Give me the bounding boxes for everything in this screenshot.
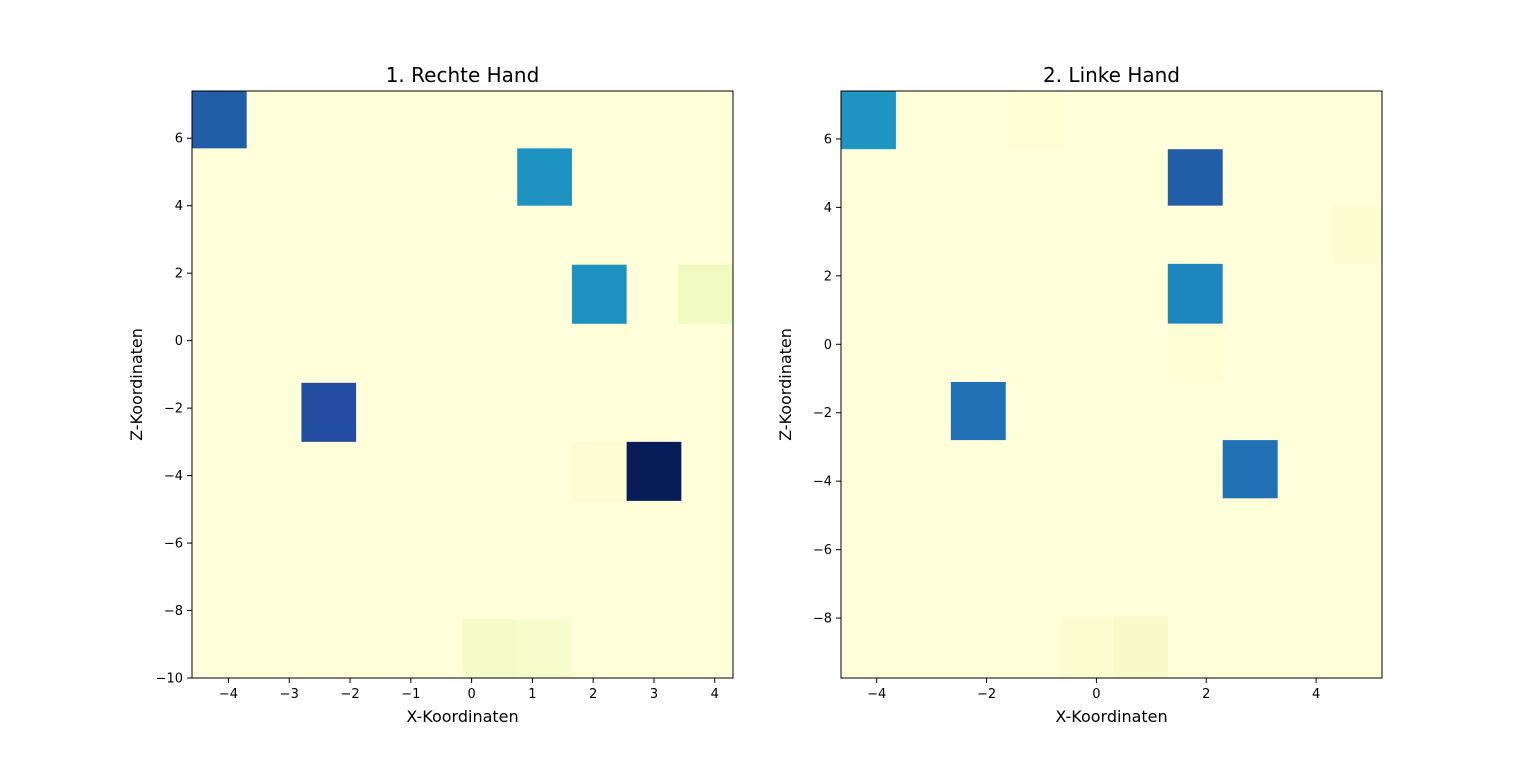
heatmap-cell bbox=[517, 618, 572, 678]
y-axis-label: Z-Koordinaten bbox=[127, 328, 146, 441]
y-tick-label: 6 bbox=[824, 132, 832, 147]
x-tick-label: 3 bbox=[650, 687, 658, 702]
x-tick-label: 4 bbox=[1312, 687, 1320, 702]
x-tick-label: −4 bbox=[867, 687, 886, 702]
heatmap-cell bbox=[1112, 616, 1168, 678]
y-tick-label: −2 bbox=[164, 402, 183, 417]
y-tick-label: 6 bbox=[175, 132, 183, 147]
heatmap-cell bbox=[626, 441, 682, 501]
x-tick-label: −2 bbox=[340, 687, 359, 702]
x-tick-label: 2 bbox=[589, 687, 597, 702]
y-tick-label: −6 bbox=[813, 543, 832, 558]
y-tick-label: −4 bbox=[813, 475, 832, 490]
heatmap-cell bbox=[301, 382, 357, 442]
heatmap-background bbox=[192, 91, 733, 678]
x-tick-label: −3 bbox=[280, 687, 299, 702]
x-tick-label: 1 bbox=[528, 687, 536, 702]
plot-frame bbox=[191, 90, 734, 679]
heatmap-cell bbox=[678, 264, 733, 324]
x-axis-label: X-Koordinaten bbox=[406, 707, 518, 726]
heatmap-cell bbox=[192, 91, 247, 149]
y-tick-label: 4 bbox=[824, 201, 832, 216]
heatmap-cell bbox=[1008, 91, 1064, 150]
y-tick-label: −8 bbox=[164, 604, 183, 619]
heatmap-cell bbox=[517, 148, 572, 206]
x-tick-label: −4 bbox=[219, 687, 238, 702]
heatmap-cell bbox=[1167, 149, 1223, 206]
heatmap-cell bbox=[571, 264, 627, 324]
x-tick-label: 2 bbox=[1202, 687, 1210, 702]
plot-frame bbox=[840, 90, 1383, 679]
heatmap-cell bbox=[571, 441, 627, 501]
heatmap-cell bbox=[1060, 616, 1113, 678]
heatmap-cell bbox=[462, 618, 518, 678]
chart-title: 2. Linke Hand bbox=[1043, 63, 1180, 87]
y-tick-label: 0 bbox=[175, 334, 183, 349]
y-tick-label: −10 bbox=[156, 672, 183, 687]
y-tick-label: 0 bbox=[824, 338, 832, 353]
x-tick-label: −2 bbox=[977, 687, 996, 702]
x-tick-label: 4 bbox=[711, 687, 719, 702]
heatmap-cell bbox=[1167, 263, 1223, 324]
y-tick-label: −8 bbox=[813, 612, 832, 627]
y-tick-label: 2 bbox=[824, 269, 832, 284]
y-tick-label: −2 bbox=[813, 406, 832, 421]
y-tick-label: 2 bbox=[175, 267, 183, 282]
heatmap-cell bbox=[841, 91, 896, 150]
heatmap-background bbox=[841, 91, 1382, 678]
y-tick-label: −6 bbox=[164, 537, 183, 552]
x-tick-label: 0 bbox=[1092, 687, 1100, 702]
x-tick-label: 0 bbox=[467, 687, 475, 702]
y-tick-label: −4 bbox=[164, 469, 183, 484]
x-tick-label: −1 bbox=[401, 687, 420, 702]
x-axis-label: X-Koordinaten bbox=[1055, 707, 1167, 726]
chart-title: 1. Rechte Hand bbox=[386, 63, 540, 87]
heatmap-cell bbox=[1222, 440, 1278, 499]
chart-panel-2: −4 −2 0 2 4 −8 −6 −4 −2 0 2 4 6 2. Linke Hand X-Koordi… bbox=[776, 63, 1383, 726]
y-tick-label: 4 bbox=[175, 199, 183, 214]
heatmap-cell bbox=[1332, 205, 1382, 264]
y-axis-label: Z-Koordinaten bbox=[776, 328, 795, 441]
heatmap-cell bbox=[950, 381, 1006, 441]
heatmap-cell bbox=[1167, 323, 1223, 382]
